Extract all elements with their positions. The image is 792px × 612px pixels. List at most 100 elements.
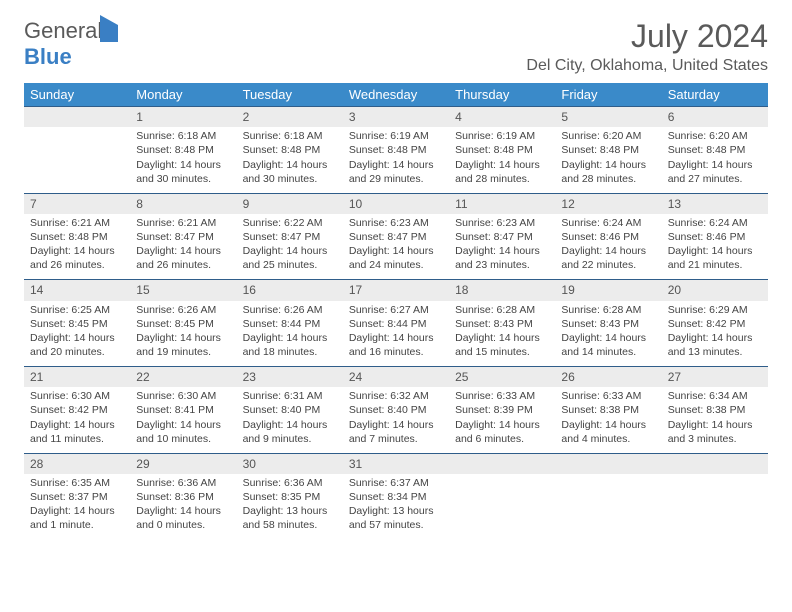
day-info-cell: Sunrise: 6:30 AMSunset: 8:41 PMDaylight:…: [130, 387, 236, 453]
day-number-row: 14151617181920: [24, 280, 768, 301]
sunrise-text: Sunrise: 6:29 AM: [668, 303, 762, 317]
sunset-text: Sunset: 8:48 PM: [455, 143, 549, 157]
sunrise-text: Sunrise: 6:24 AM: [561, 216, 655, 230]
daylight-text: Daylight: 14 hours: [136, 158, 230, 172]
day-number-row: 28293031: [24, 453, 768, 474]
sunset-text: Sunset: 8:47 PM: [136, 230, 230, 244]
day-info-row: Sunrise: 6:35 AMSunset: 8:37 PMDaylight:…: [24, 474, 768, 540]
sunrise-text: Sunrise: 6:23 AM: [455, 216, 549, 230]
daylight-text-2: and 15 minutes.: [455, 345, 549, 359]
day-number-cell: 14: [24, 280, 130, 301]
sunrise-text: Sunrise: 6:32 AM: [349, 389, 443, 403]
day-number-cell: 18: [449, 280, 555, 301]
title-block: July 2024 Del City, Oklahoma, United Sta…: [526, 18, 768, 75]
daylight-text-2: and 1 minute.: [30, 518, 124, 532]
day-number-cell: 30: [237, 453, 343, 474]
sunrise-text: Sunrise: 6:36 AM: [136, 476, 230, 490]
day-number-cell: 31: [343, 453, 449, 474]
day-number-cell: 21: [24, 367, 130, 388]
daylight-text-2: and 24 minutes.: [349, 258, 443, 272]
day-info-cell: Sunrise: 6:24 AMSunset: 8:46 PMDaylight:…: [662, 214, 768, 280]
day-number-cell: 16: [237, 280, 343, 301]
daylight-text: Daylight: 14 hours: [349, 244, 443, 258]
day-number-row: 21222324252627: [24, 367, 768, 388]
day-info-cell: Sunrise: 6:26 AMSunset: 8:45 PMDaylight:…: [130, 301, 236, 367]
sunrise-text: Sunrise: 6:35 AM: [30, 476, 124, 490]
day-info-cell: Sunrise: 6:33 AMSunset: 8:38 PMDaylight:…: [555, 387, 661, 453]
day-number-cell: 26: [555, 367, 661, 388]
day-info-cell: Sunrise: 6:21 AMSunset: 8:47 PMDaylight:…: [130, 214, 236, 280]
day-info-cell: Sunrise: 6:23 AMSunset: 8:47 PMDaylight:…: [343, 214, 449, 280]
sunset-text: Sunset: 8:45 PM: [136, 317, 230, 331]
logo-text-general: General: [24, 18, 102, 43]
weekday-header: Sunday: [24, 83, 130, 107]
daylight-text: Daylight: 14 hours: [561, 331, 655, 345]
day-number-cell: 3: [343, 107, 449, 128]
weekday-header: Saturday: [662, 83, 768, 107]
day-info-cell: Sunrise: 6:19 AMSunset: 8:48 PMDaylight:…: [449, 127, 555, 193]
day-info-cell: [449, 474, 555, 540]
day-number-cell: 17: [343, 280, 449, 301]
day-info-cell: Sunrise: 6:18 AMSunset: 8:48 PMDaylight:…: [130, 127, 236, 193]
sunrise-text: Sunrise: 6:24 AM: [668, 216, 762, 230]
day-number-cell: 6: [662, 107, 768, 128]
sunrise-text: Sunrise: 6:19 AM: [455, 129, 549, 143]
sunset-text: Sunset: 8:47 PM: [243, 230, 337, 244]
weekday-header-row: Sunday Monday Tuesday Wednesday Thursday…: [24, 83, 768, 107]
daylight-text: Daylight: 14 hours: [668, 418, 762, 432]
sunrise-text: Sunrise: 6:28 AM: [561, 303, 655, 317]
daylight-text-2: and 13 minutes.: [668, 345, 762, 359]
weekday-header: Monday: [130, 83, 236, 107]
sunset-text: Sunset: 8:39 PM: [455, 403, 549, 417]
day-info-cell: Sunrise: 6:29 AMSunset: 8:42 PMDaylight:…: [662, 301, 768, 367]
daylight-text-2: and 23 minutes.: [455, 258, 549, 272]
sunset-text: Sunset: 8:35 PM: [243, 490, 337, 504]
daylight-text: Daylight: 14 hours: [455, 418, 549, 432]
daylight-text: Daylight: 14 hours: [136, 418, 230, 432]
logo: General Blue: [24, 18, 118, 70]
daylight-text-2: and 28 minutes.: [455, 172, 549, 186]
day-number-cell: 22: [130, 367, 236, 388]
daylight-text-2: and 29 minutes.: [349, 172, 443, 186]
month-title: July 2024: [526, 18, 768, 55]
sunset-text: Sunset: 8:43 PM: [455, 317, 549, 331]
sunset-text: Sunset: 8:48 PM: [561, 143, 655, 157]
day-info-cell: Sunrise: 6:19 AMSunset: 8:48 PMDaylight:…: [343, 127, 449, 193]
day-info-cell: Sunrise: 6:36 AMSunset: 8:35 PMDaylight:…: [237, 474, 343, 540]
daylight-text: Daylight: 14 hours: [668, 244, 762, 258]
daylight-text: Daylight: 14 hours: [349, 158, 443, 172]
daylight-text-2: and 21 minutes.: [668, 258, 762, 272]
daylight-text: Daylight: 14 hours: [561, 418, 655, 432]
sunset-text: Sunset: 8:40 PM: [243, 403, 337, 417]
sunrise-text: Sunrise: 6:18 AM: [243, 129, 337, 143]
sunset-text: Sunset: 8:46 PM: [561, 230, 655, 244]
sunrise-text: Sunrise: 6:28 AM: [455, 303, 549, 317]
sunset-text: Sunset: 8:48 PM: [668, 143, 762, 157]
daylight-text: Daylight: 14 hours: [30, 418, 124, 432]
daylight-text: Daylight: 14 hours: [243, 158, 337, 172]
day-info-cell: Sunrise: 6:27 AMSunset: 8:44 PMDaylight:…: [343, 301, 449, 367]
daylight-text-2: and 18 minutes.: [243, 345, 337, 359]
daylight-text: Daylight: 14 hours: [136, 244, 230, 258]
daylight-text-2: and 26 minutes.: [136, 258, 230, 272]
sunrise-text: Sunrise: 6:25 AM: [30, 303, 124, 317]
daylight-text: Daylight: 14 hours: [349, 331, 443, 345]
sunset-text: Sunset: 8:48 PM: [136, 143, 230, 157]
day-info-cell: [662, 474, 768, 540]
day-number-cell: 7: [24, 193, 130, 214]
day-number-row: 123456: [24, 107, 768, 128]
sunset-text: Sunset: 8:48 PM: [243, 143, 337, 157]
sunrise-text: Sunrise: 6:30 AM: [30, 389, 124, 403]
weekday-header: Thursday: [449, 83, 555, 107]
sunset-text: Sunset: 8:47 PM: [349, 230, 443, 244]
sunset-text: Sunset: 8:44 PM: [349, 317, 443, 331]
logo-text-blue: Blue: [24, 44, 72, 69]
sunrise-text: Sunrise: 6:34 AM: [668, 389, 762, 403]
day-number-cell: 4: [449, 107, 555, 128]
daylight-text-2: and 3 minutes.: [668, 432, 762, 446]
sunrise-text: Sunrise: 6:20 AM: [668, 129, 762, 143]
sunset-text: Sunset: 8:46 PM: [668, 230, 762, 244]
daylight-text: Daylight: 14 hours: [243, 244, 337, 258]
daylight-text: Daylight: 14 hours: [668, 158, 762, 172]
day-number-cell: 11: [449, 193, 555, 214]
